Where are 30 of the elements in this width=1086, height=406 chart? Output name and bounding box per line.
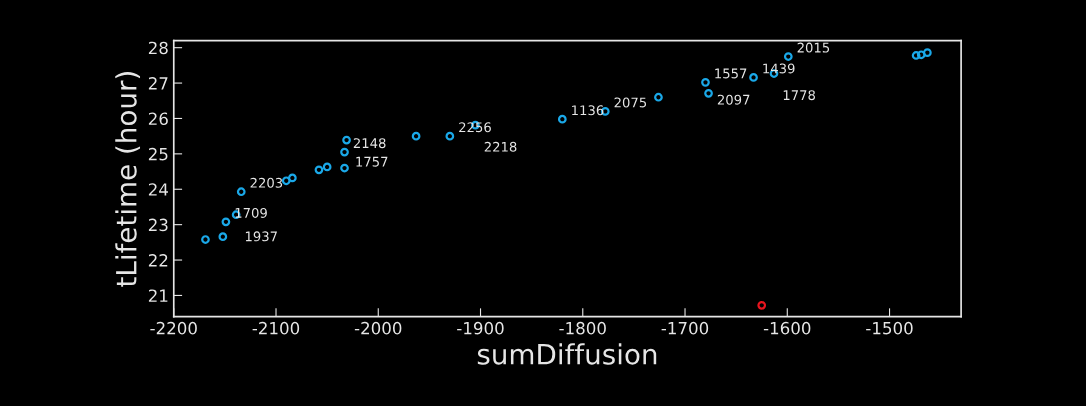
y-tick-label: 22 [148,254,168,267]
annotation: 1757 [356,156,388,167]
y-axis-title: tLifetime (hour) [115,72,141,287]
annotation: 1439 [763,63,795,74]
x-tick-label: -1800 [559,321,606,335]
y-tick-label: 28 [148,41,168,55]
annotation: 2218 [484,141,517,152]
annotation: 2097 [717,94,750,105]
annotation: 2148 [353,138,386,149]
x-axis-title: sumDiffusion [477,343,657,365]
annotation: 2075 [614,97,647,108]
annotation: 1937 [245,231,277,242]
x-tick-label: -1900 [457,321,504,335]
x-tick-label: -2000 [354,321,402,335]
x-tick-label: -1500 [866,321,913,335]
annotation: 1557 [715,68,747,79]
y-tick-label: 26 [148,112,168,126]
annotation: 2203 [250,177,283,188]
annotation: 1778 [783,90,815,101]
annotation: 2256 [459,122,491,133]
x-tick-label: -2200 [150,321,197,335]
annotation: 2015 [797,42,830,53]
y-tick-label: 27 [148,77,168,90]
y-tick-label: 23 [148,218,168,232]
x-tick-label: -1700 [661,321,709,335]
y-tick-label: 25 [148,147,168,161]
y-tick-label: 24 [148,183,168,196]
x-tick-label: -2100 [252,321,300,335]
x-tick-label: -1600 [763,321,811,335]
y-tick-label: 21 [148,289,168,302]
